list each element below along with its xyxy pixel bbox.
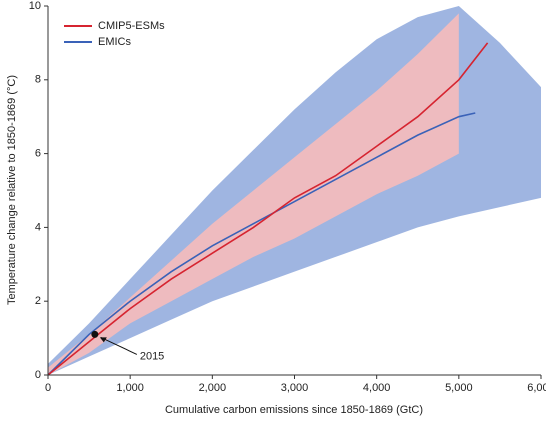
x-tick-label: 2,000 xyxy=(199,382,227,394)
x-tick-label: 4,000 xyxy=(363,382,391,394)
x-tick-label: 1,000 xyxy=(116,382,144,394)
annotation-arrow xyxy=(100,336,138,355)
y-axis-label: Temperature change relative to 1850-1869… xyxy=(6,75,18,305)
y-tick-label: 2 xyxy=(35,295,41,307)
legend-label: EMICs xyxy=(98,36,132,48)
x-tick-label: 0 xyxy=(45,382,51,394)
annotation-label: 2015 xyxy=(140,350,164,362)
x-tick-label: 5,000 xyxy=(445,382,473,394)
y-tick-label: 10 xyxy=(29,0,41,12)
y-tick-label: 0 xyxy=(35,369,41,381)
y-tick-label: 6 xyxy=(35,148,41,160)
arrow-head xyxy=(99,337,107,343)
y-tick-label: 8 xyxy=(35,74,41,86)
series-line xyxy=(47,42,489,376)
y-tick-label: 4 xyxy=(35,221,41,233)
x-tick-label: 3,000 xyxy=(281,382,309,394)
x-axis-label: Cumulative carbon emissions since 1850-1… xyxy=(165,404,423,416)
annotation-point xyxy=(91,330,99,338)
range-band xyxy=(48,13,459,375)
legend-label: CMIP5-ESMs xyxy=(98,20,165,32)
x-tick-label: 6,000 xyxy=(527,382,546,394)
